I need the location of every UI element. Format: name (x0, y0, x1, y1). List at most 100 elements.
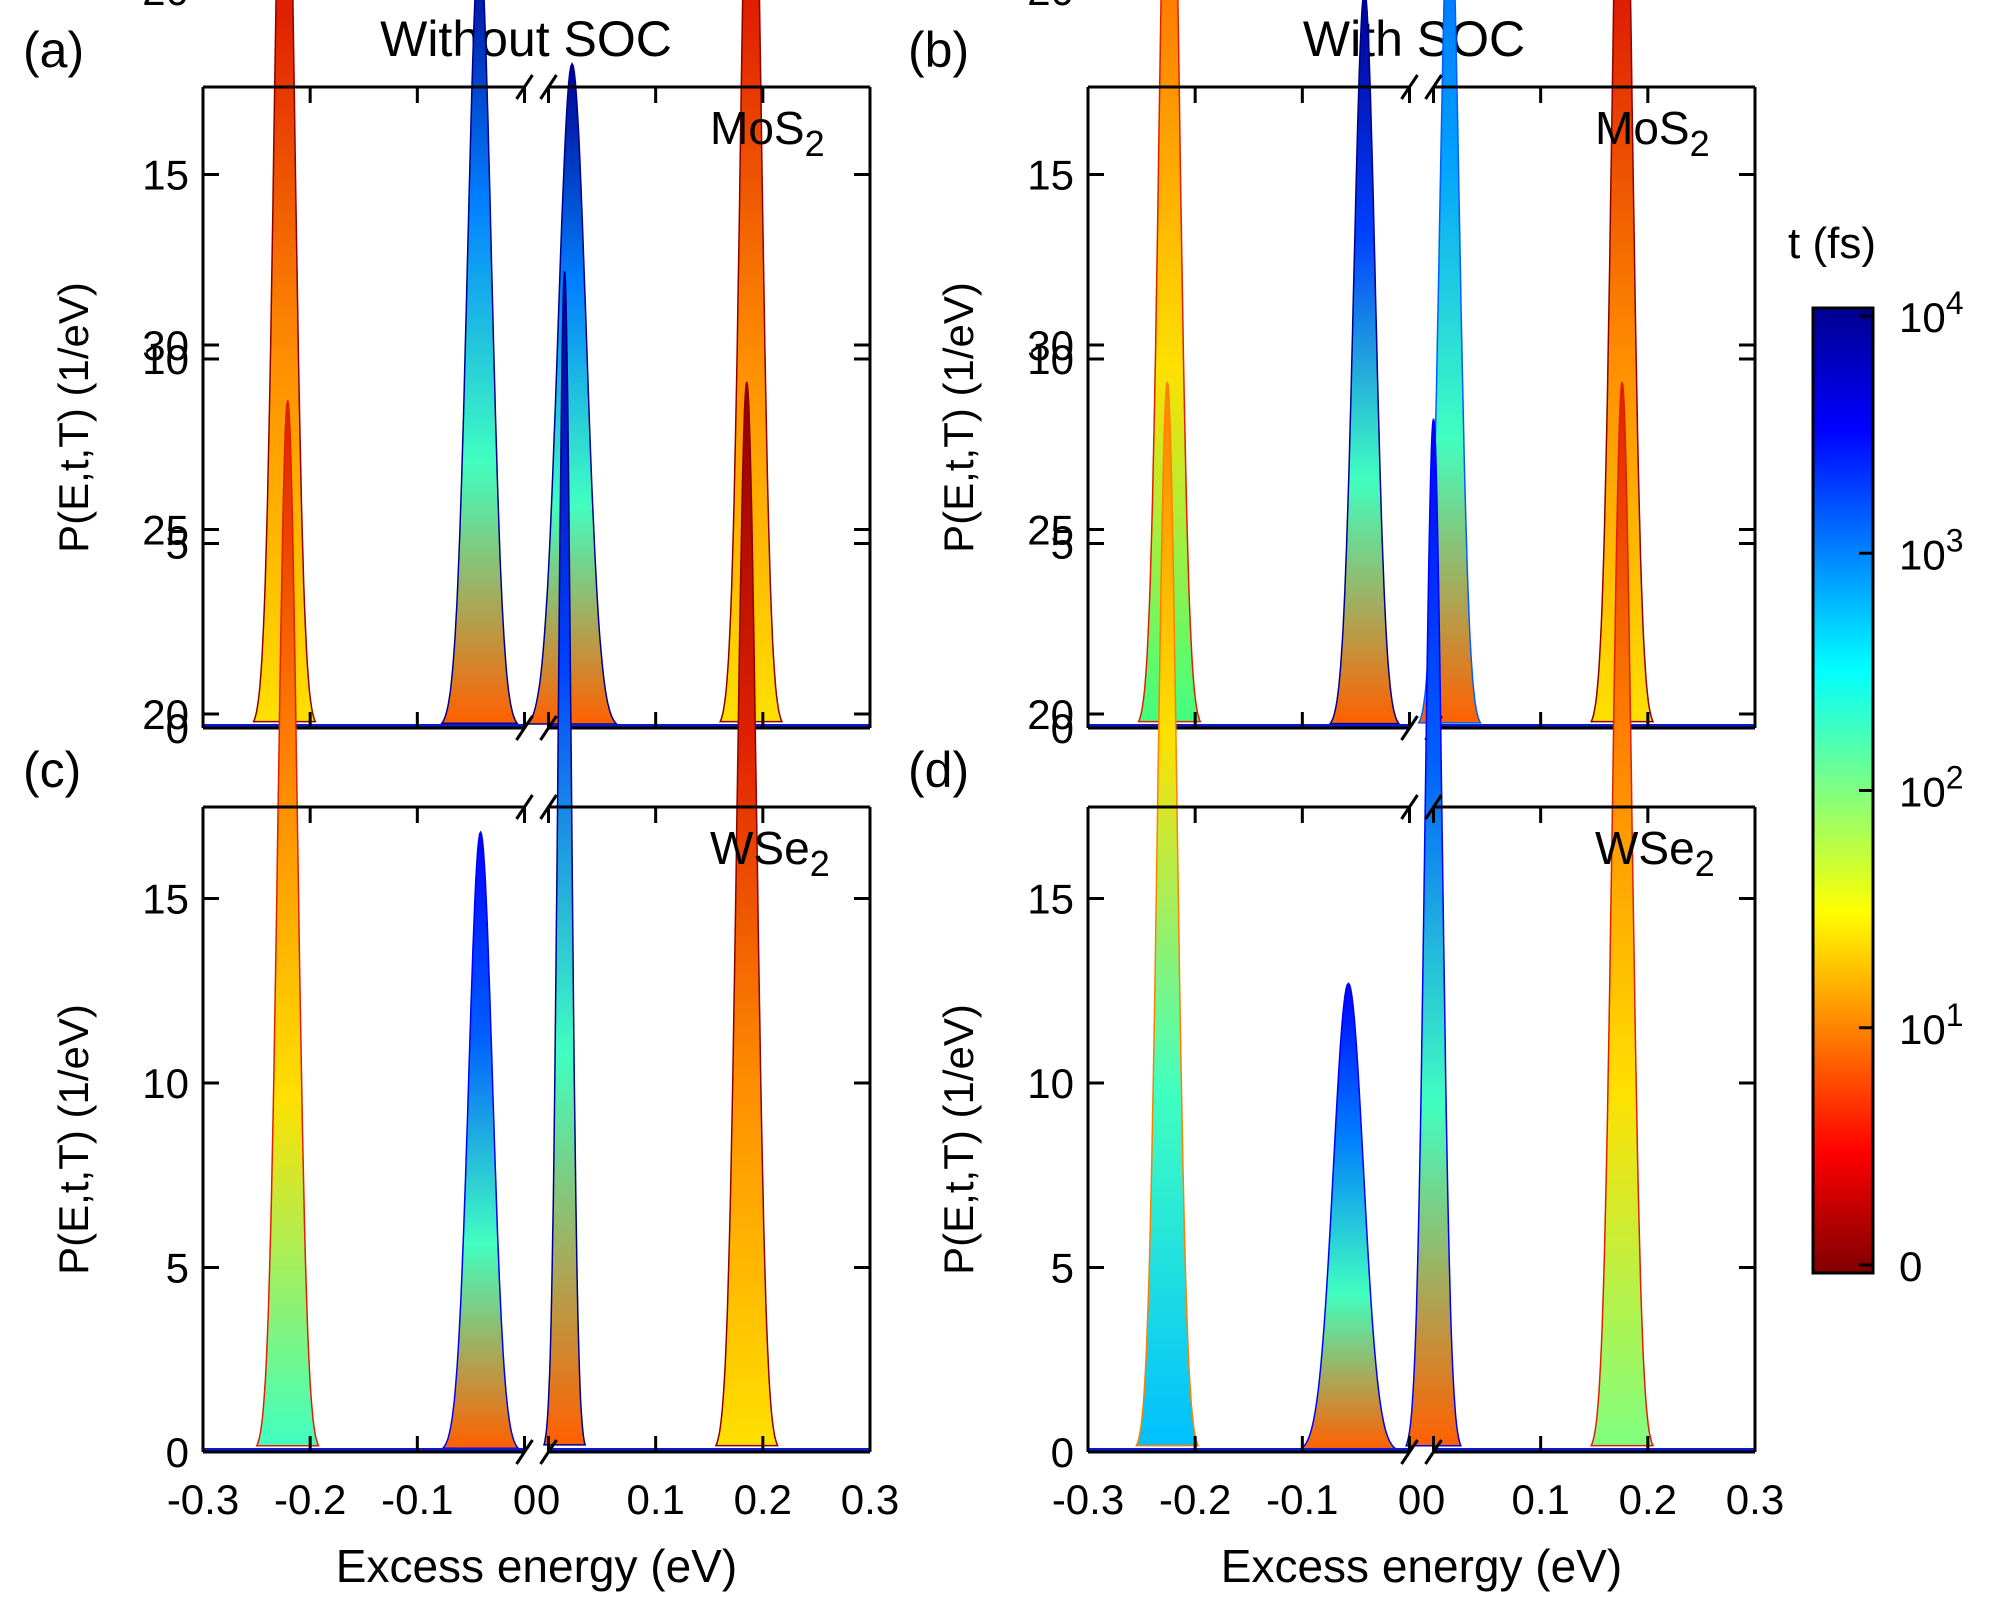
x-tick-label: 0.3 (841, 1476, 899, 1523)
x-tick-label: -0.2 (1159, 1476, 1231, 1523)
tick-exponent: 4 (1946, 285, 1964, 321)
x-tick-label: 0 (537, 1476, 560, 1523)
y-tick-label: 0 (1051, 1429, 1074, 1476)
material-label: MoS2 (1595, 102, 1710, 164)
tick-base: 0 (1899, 1243, 1922, 1290)
panel-a: 0 5 10 15 20 25 30 P(E,t,T) (1/eV) (a) MoS2 (23, 0, 872, 752)
x-tick-label: 0 (513, 1476, 536, 1523)
material-label: WSe2 (1595, 822, 1715, 884)
panel-label: (d) (908, 742, 969, 798)
tick-exponent: 2 (1946, 760, 1964, 796)
panel-label: (c) (23, 742, 81, 798)
peak-3 (525, 62, 619, 725)
y-tick-label: 20 (1027, 0, 1074, 14)
panel-label: (b) (908, 22, 969, 78)
y-tick-label: 25 (1027, 507, 1074, 554)
y-tick-label: 10 (142, 1060, 189, 1107)
peak-1 (1135, 381, 1200, 1447)
material-label: MoS2 (710, 102, 825, 164)
peak-2 (1297, 982, 1399, 1450)
x-tick-label: 0.2 (734, 1476, 792, 1523)
y-axis-label: P(E,t,T) (1/eV) (935, 282, 982, 553)
tick-exponent: 1 (1946, 997, 1964, 1033)
y-tick-label: 20 (142, 0, 189, 14)
material-subscript: 2 (805, 123, 825, 164)
x-axis-label: Excess energy (eV) (336, 1540, 737, 1592)
peak-2 (441, 830, 520, 1450)
peak-4 (719, 0, 784, 723)
material-subscript: 2 (1695, 843, 1715, 884)
column-title-with-soc: With SOC (1303, 11, 1525, 67)
panel-label: (a) (23, 22, 84, 78)
tick-base: 10 (1899, 1006, 1946, 1053)
y-tick-label: 5 (1051, 1245, 1074, 1292)
tick-base: 10 (1899, 294, 1946, 341)
material-subscript: 2 (1690, 123, 1710, 164)
peak-4 (1590, 0, 1655, 723)
material-label: WSe2 (710, 822, 830, 884)
colorbar-tick-label: 101 (1899, 997, 1964, 1053)
x-tick-label: -0.1 (381, 1476, 453, 1523)
material-name: MoS (1595, 102, 1690, 154)
colorbar-title: t (fs) (1788, 219, 1876, 268)
y-tick-label: 5 (1051, 521, 1074, 568)
y-tick-label: 5 (166, 1245, 189, 1292)
material-subscript: 2 (810, 843, 830, 884)
peak-4 (1590, 381, 1655, 1447)
y-tick-label: 30 (1027, 322, 1074, 369)
peak-1 (1137, 0, 1202, 723)
colorbar-tick-label: 0 (1899, 1243, 1922, 1290)
y-tick-label: 10 (1027, 336, 1074, 383)
column-title-without-soc: Without SOC (380, 11, 672, 67)
x-axis-label: Excess energy (eV) (1221, 1540, 1622, 1592)
y-axis-label: P(E,t,T) (1/eV) (935, 1004, 982, 1275)
y-tick-label: 15 (142, 876, 189, 923)
y-tick-label: 15 (1027, 152, 1074, 199)
x-tick-label: 0.1 (626, 1476, 684, 1523)
x-tick-label: -0.3 (1052, 1476, 1124, 1523)
peak-4 (714, 381, 779, 1447)
y-tick-label: 10 (142, 336, 189, 383)
x-tick-label: -0.2 (274, 1476, 346, 1523)
peak-2 (1328, 0, 1401, 725)
y-tick-label: 10 (1027, 1060, 1074, 1107)
tick-base: 10 (1899, 531, 1946, 578)
x-tick-label: -0.3 (167, 1476, 239, 1523)
y-axis-label: P(E,t,T) (1/eV) (50, 1004, 97, 1275)
peak-1 (252, 0, 317, 723)
y-tick-label: 20 (1027, 691, 1074, 738)
colorbar-tick-label: 104 (1899, 285, 1964, 341)
colorbar-tick-label: 103 (1899, 522, 1964, 578)
y-tick-label: 15 (1027, 876, 1074, 923)
tick-exponent: 3 (1946, 522, 1964, 558)
y-tick-label: 20 (142, 691, 189, 738)
x-tick-label: 0.3 (1726, 1476, 1784, 1523)
peak-3 (543, 271, 587, 1446)
y-tick-label: 30 (142, 322, 189, 369)
peak-2 (440, 0, 519, 725)
x-tick-label: 0.2 (1619, 1476, 1677, 1523)
colorbar-tick-label: 102 (1899, 760, 1964, 816)
y-tick-label: 15 (142, 152, 189, 199)
y-tick-label: 25 (142, 507, 189, 554)
y-tick-label: 5 (166, 521, 189, 568)
y-tick-label: 0 (166, 705, 189, 752)
x-tick-label: -0.1 (1266, 1476, 1338, 1523)
material-name: WSe (1595, 822, 1695, 874)
x-tick-label: 0 (1398, 1476, 1421, 1523)
panel-b: 0 5 10 15 20 25 30 P(E,t,T) (1/eV) (b) MoS2 (908, 0, 1757, 752)
y-tick-label: 0 (166, 1429, 189, 1476)
y-tick-label: 0 (1051, 705, 1074, 752)
x-tick-label: 0 (1422, 1476, 1445, 1523)
peak-3 (1405, 418, 1462, 1447)
material-name: WSe (710, 822, 810, 874)
y-axis-label: P(E,t,T) (1/eV) (50, 282, 97, 553)
tick-base: 10 (1899, 769, 1946, 816)
x-tick-label: 0.1 (1511, 1476, 1569, 1523)
